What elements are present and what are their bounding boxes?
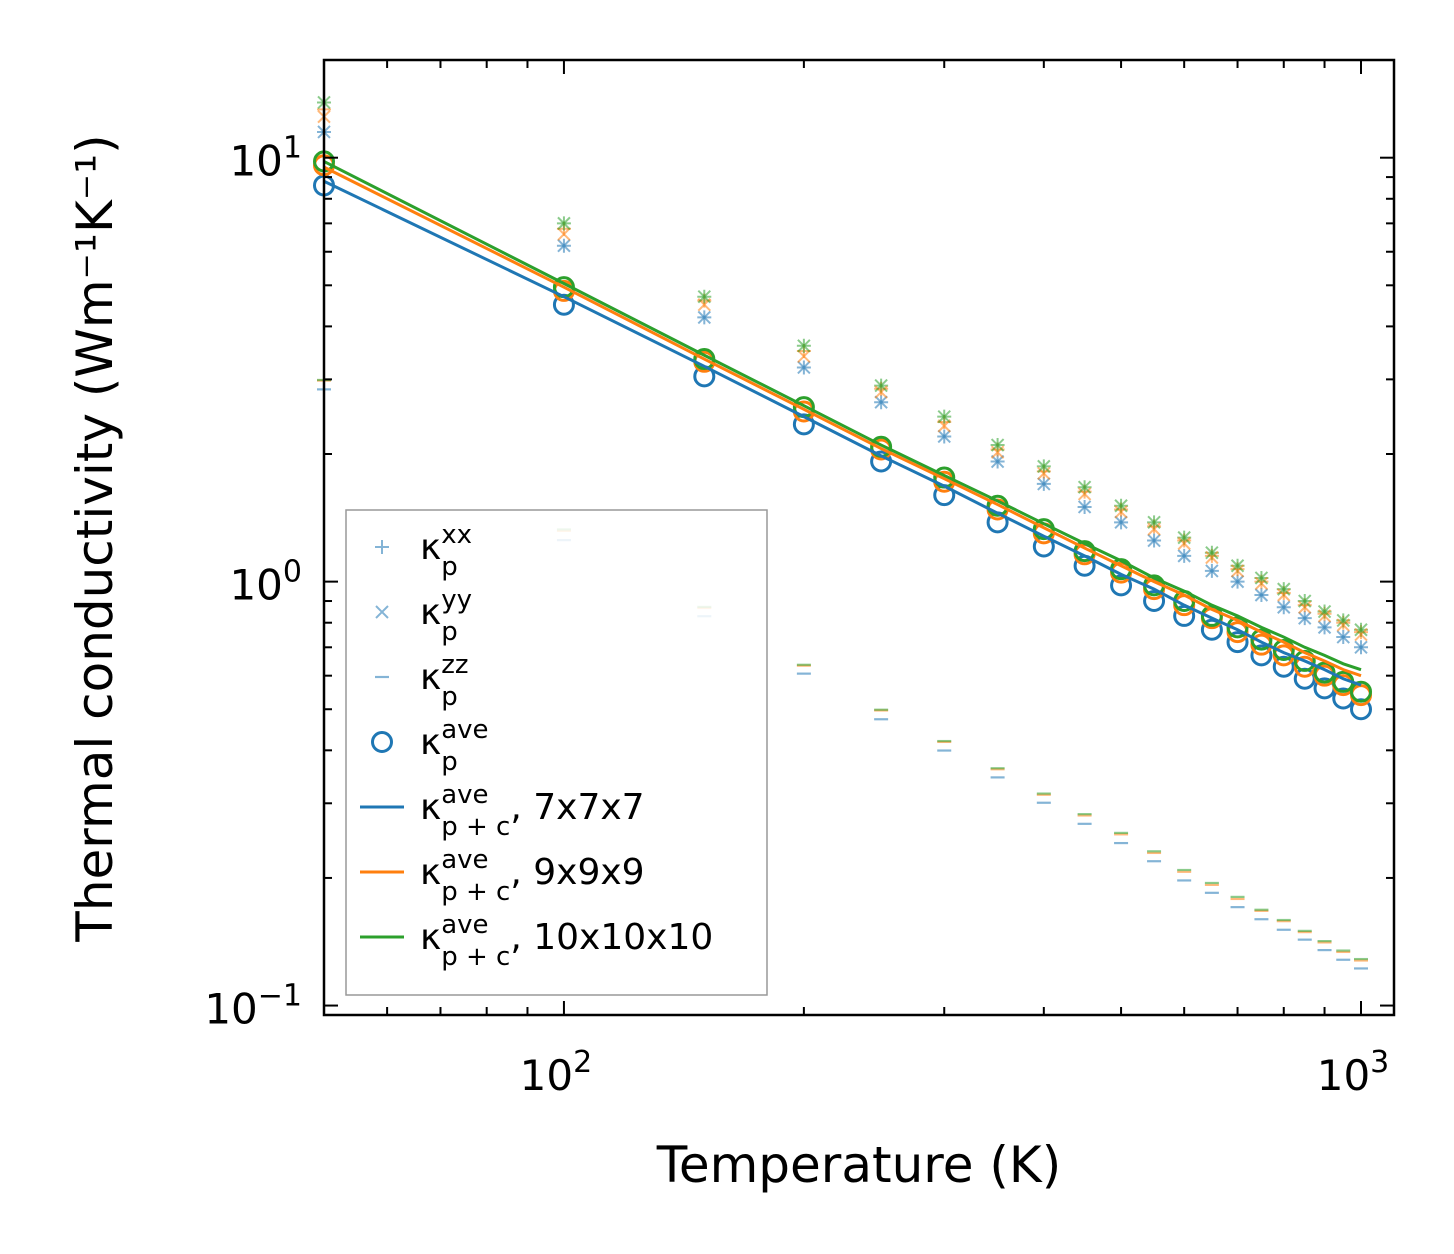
point-kp_yy_7x7x7-650: [1205, 564, 1219, 578]
legend-plus-swatch: [375, 540, 389, 554]
legend-entry: κxx p: [375, 520, 472, 582]
legend-entry: κave p + c, 9x9x9: [360, 845, 645, 907]
point-kp_yy_9x9x9-600: [1177, 536, 1191, 551]
point-kp_yy_9x9x9-650: [1205, 550, 1219, 565]
series-kp+c_ave_9x9x9: [323, 165, 1362, 678]
y-tick-label-1: 100: [229, 555, 302, 610]
legend-entry: κave p + c, 10x10x10: [360, 910, 713, 972]
point-kp_ave_10x10x10-800: [1272, 638, 1295, 661]
legend-label: κxx p: [420, 520, 472, 582]
series-kp_yy_9x9x9: [317, 109, 1368, 642]
point-kp_yy_7x7x7-750: [1254, 588, 1269, 602]
point-kp_yy_10x10x10-600: [1177, 530, 1191, 545]
point-kp_yy_7x7x7-400: [1037, 477, 1051, 491]
data-layer: [313, 95, 1373, 970]
point-kp_yy_9x9x9-200: [797, 349, 811, 364]
y-tick-label-0.1: 10−1: [204, 979, 302, 1034]
series-kp+c_ave_7x7x7: [323, 179, 1362, 687]
point-kp_yy_10x10x10-750: [1254, 571, 1269, 585]
plot-frame: [322, 58, 1396, 1017]
point-kp_yy_7x7x7-950: [1336, 630, 1350, 644]
legend-label: κave p: [420, 715, 489, 777]
point-kp_ave_7x7x7-650: [1200, 618, 1223, 641]
point-kp_ave_7x7x7-800: [1272, 655, 1295, 678]
point-kp_yy_10x10x10-300: [937, 409, 951, 424]
legend-x-swatch: [375, 605, 389, 619]
point-kp_yy_10x10x10-800: [1277, 582, 1291, 596]
point-kp_yy_10x10x10-100: [557, 216, 571, 231]
point-kp_yy_9x9x9-950: [1336, 618, 1350, 632]
point-kp_yy_10x10x10-900: [1317, 604, 1332, 619]
point-kp_ave_7x7x7-750: [1250, 644, 1273, 667]
point-kp_yy_7x7x7-450: [1077, 500, 1092, 514]
x-tick-label-100: 102: [520, 1045, 593, 1100]
point-kp_yy_10x10x10-200: [797, 339, 811, 353]
legend-entry: κave p + c, 7x7x7: [360, 780, 645, 842]
point-kp_yy_10x10x10-700: [1230, 559, 1245, 573]
legend-box: [345, 509, 768, 996]
point-kp_yy_9x9x9-700: [1230, 564, 1245, 578]
point-kp_ave_10x10x10-750: [1250, 628, 1273, 651]
point-kp_ave_7x7x7-200: [792, 413, 815, 436]
legend-entry: κzz p: [375, 650, 469, 712]
point-kp_yy_7x7x7-100: [557, 238, 571, 253]
point-kp_yy_10x10x10-350: [990, 438, 1005, 452]
point-kp_yy_7x7x7-150: [697, 310, 712, 325]
series-kp_zz_10x10x10: [317, 378, 1369, 961]
point-kp_ave_10x10x10-700: [1226, 616, 1249, 639]
point-kp_yy_10x10x10-850: [1298, 594, 1312, 608]
series-kp_yy_10x10x10: [317, 95, 1368, 637]
series-kp+c_ave_10x10x10: [323, 160, 1362, 672]
legend-label: κave p + c, 9x9x9: [420, 845, 645, 907]
point-kp_ave_7x7x7-550: [1143, 590, 1166, 613]
point-kp_yy_7x7x7-850: [1298, 611, 1312, 625]
point-kp_ave_7x7x7-700: [1226, 631, 1249, 654]
point-kp_yy_10x10x10-400: [1037, 459, 1051, 474]
point-kp_yy_7x7x7-600: [1177, 549, 1191, 563]
legend-circle-swatch: [371, 731, 393, 753]
legend-label: κzz p: [420, 650, 469, 712]
line-kp+c_ave_9x9x9: [323, 165, 1362, 678]
series-kp_yy_7x7x7: [317, 125, 1368, 655]
legend-label: κave p + c, 10x10x10: [420, 910, 713, 972]
legend-entry: κave p: [371, 715, 489, 777]
point-kp_yy_7x7x7-250: [874, 395, 888, 409]
point-kp_ave_10x10x10-1000: [1350, 680, 1373, 703]
point-kp_yy_7x7x7-800: [1277, 600, 1291, 614]
point-kp_yy_9x9x9-900: [1317, 609, 1332, 623]
point-kp_yy_9x9x9-500: [1114, 505, 1128, 519]
point-kp_yy_10x10x10-150: [697, 289, 712, 304]
point-kp_yy_9x9x9-750: [1254, 576, 1269, 591]
point-kp_yy_9x9x9-800: [1277, 588, 1291, 602]
point-kp_yy_7x7x7-700: [1230, 574, 1245, 589]
point-kp_yy_9x9x9-250: [874, 385, 888, 399]
legend-label: κave p + c, 7x7x7: [420, 780, 645, 842]
y-tick-label-10: 101: [229, 131, 302, 186]
point-kp_yy_10x10x10-550: [1147, 515, 1161, 530]
point-kp_yy_7x7x7-550: [1147, 533, 1161, 548]
y-axis-label: Thermal conductivity (Wm⁻¹K⁻¹): [66, 134, 124, 942]
point-kp_yy_7x7x7-1000: [1354, 640, 1368, 655]
point-kp_yy_9x9x9-100: [557, 227, 571, 241]
x-tick-label-1000: 103: [1317, 1045, 1390, 1100]
point-kp_yy_7x7x7-900: [1317, 620, 1332, 635]
point-kp_yy_10x10x10-650: [1205, 546, 1219, 560]
legend-label: κyy p: [420, 585, 472, 647]
point-kp_yy_9x9x9-1000: [1354, 627, 1368, 642]
point-kp_yy_10x10x10-500: [1114, 499, 1128, 513]
legend-entry: κyy p: [375, 585, 472, 647]
line-kp+c_ave_10x10x10: [323, 160, 1362, 672]
point-kp_yy_10x10x10-1000: [1354, 623, 1368, 637]
line-kp+c_ave_7x7x7: [323, 179, 1362, 687]
point-kp_yy_7x7x7-300: [937, 429, 951, 444]
point-kp_yy_10x10x10-950: [1336, 613, 1350, 628]
point-kp_yy_10x10x10-250: [874, 378, 888, 393]
point-kp_yy_9x9x9-850: [1298, 600, 1312, 614]
point-kp_yy_10x10x10-450: [1077, 480, 1092, 494]
x-axis-label: Temperature (K): [656, 1136, 1061, 1194]
point-kp_yy_7x7x7-200: [797, 360, 811, 375]
point-kp_yy_7x7x7-500: [1114, 515, 1128, 530]
